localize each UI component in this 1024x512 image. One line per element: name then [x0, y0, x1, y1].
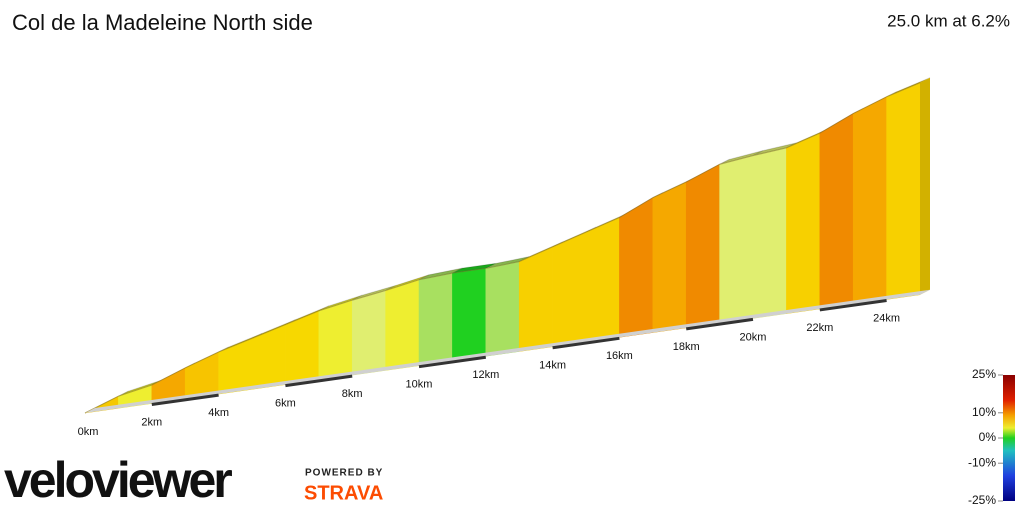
profile-segment	[819, 113, 854, 310]
x-tick-label: 4km	[208, 407, 229, 419]
profile-segment	[452, 268, 487, 362]
profile-segment	[518, 246, 553, 352]
x-tick-label: 10km	[406, 379, 433, 391]
x-tick-label: 16km	[606, 350, 633, 362]
scale-label: -25%	[968, 493, 996, 507]
x-tick-label: 24km	[873, 312, 900, 324]
profile-segment	[752, 147, 787, 319]
x-tick-bar	[552, 336, 620, 350]
x-tick-label: 18km	[673, 341, 700, 353]
scale-label: 25%	[972, 367, 996, 381]
color-scale	[1003, 375, 1015, 501]
profile-segment	[719, 155, 754, 324]
profile-segment	[418, 272, 453, 366]
profile-segment	[852, 96, 887, 305]
profile-end	[920, 77, 930, 295]
x-tick-label: 6km	[275, 398, 296, 410]
x-tick-label: 2km	[141, 416, 162, 428]
scale-label: -10%	[968, 455, 996, 469]
profile-segment	[351, 290, 386, 376]
x-tick-bar	[151, 393, 219, 407]
profile-segment	[585, 217, 620, 343]
x-tick-label: 14km	[539, 360, 566, 372]
x-tick-bar	[285, 374, 353, 388]
profile-segment	[685, 163, 720, 329]
chart-subtitle: 25.0 km at 6.2%	[887, 11, 1010, 30]
x-tick-label: 8km	[342, 388, 363, 400]
profile-line	[84, 82, 921, 414]
strava: STRAVA	[304, 482, 383, 504]
profile-segment	[251, 324, 286, 390]
chart-title: Col de la Madeleine North side	[12, 10, 313, 35]
x-tick-bar	[418, 355, 487, 369]
x-tick-label: 20km	[740, 331, 767, 343]
profile-segment	[886, 82, 921, 300]
x-tick-label: 12km	[472, 369, 499, 381]
profile-segment	[318, 299, 353, 381]
profile-segment	[218, 338, 253, 395]
powered-by: POWERED BY	[305, 468, 383, 479]
x-tick-label: 0km	[78, 426, 99, 438]
profile-segment	[652, 181, 687, 333]
scale-label: 10%	[972, 405, 996, 419]
base	[85, 289, 930, 413]
profile-segment	[619, 197, 654, 338]
x-tick-bar	[819, 298, 887, 312]
logo: veloviewer	[4, 452, 232, 508]
scale-label: 0%	[979, 430, 997, 444]
x-tick-bar	[685, 317, 754, 331]
profile-segment	[552, 231, 587, 348]
profile-segment	[385, 279, 420, 371]
profile-segment	[485, 261, 520, 357]
profile-segment	[786, 132, 821, 314]
x-tick-label: 22km	[806, 322, 833, 334]
